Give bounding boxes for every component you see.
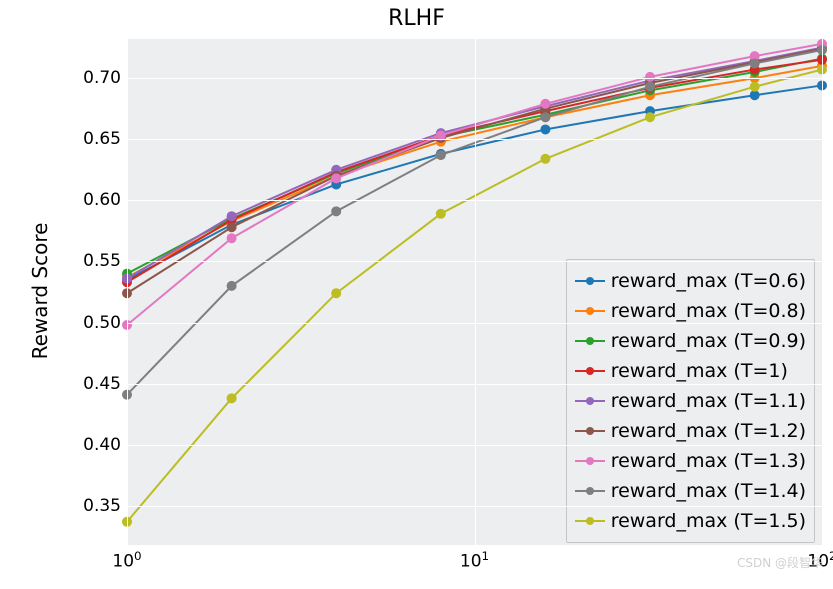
- legend-swatch: [575, 520, 605, 522]
- legend-label: reward_max (T=1.2): [611, 420, 806, 442]
- chart-title: RLHF: [0, 6, 833, 31]
- plot-area: reward_max (T=0.6) reward_max (T=0.8) rewa…: [126, 38, 822, 545]
- figure: RLHF Reward Score reward_max (T=0.6)rewa…: [0, 0, 833, 589]
- series-marker: [227, 233, 237, 243]
- xtick-label: 100: [112, 545, 141, 572]
- legend-label: reward_max (T=1): [611, 360, 788, 382]
- xtick-label: 101: [460, 545, 489, 572]
- legend-row: reward_max (T=0.8): [575, 296, 806, 326]
- legend-swatch: [575, 460, 605, 462]
- series-marker: [750, 58, 760, 68]
- series-marker: [540, 154, 550, 164]
- legend-label: reward_max (T=1.4): [611, 480, 806, 502]
- legend-row: reward_max (T=1.4): [575, 476, 806, 506]
- ytick-label: 0.45: [83, 374, 127, 394]
- legend-row: reward_max (T=1.5): [575, 506, 806, 536]
- series-marker: [540, 99, 550, 109]
- ytick-label: 0.55: [83, 251, 127, 271]
- ytick-label: 0.60: [83, 190, 127, 210]
- series-marker: [227, 393, 237, 403]
- legend-row: reward_max (T=1.1): [575, 386, 806, 416]
- series-marker: [436, 150, 446, 160]
- legend-row: reward_max (T=1.3): [575, 446, 806, 476]
- series-marker: [540, 124, 550, 134]
- series-marker: [645, 112, 655, 122]
- legend-swatch: [575, 280, 605, 282]
- legend-swatch: [575, 490, 605, 492]
- series-marker: [750, 90, 760, 100]
- series-marker: [227, 281, 237, 291]
- series-marker: [227, 222, 237, 232]
- series-marker: [750, 82, 760, 92]
- legend-row: reward_max (T=1.2): [575, 416, 806, 446]
- legend-label: reward_max (T=1.1): [611, 390, 806, 412]
- series-marker: [331, 173, 341, 183]
- ytick-label: 0.70: [83, 68, 127, 88]
- legend-label: reward_max (T=1.3): [611, 450, 806, 472]
- watermark: CSDN @段智华: [737, 554, 823, 571]
- ytick-label: 0.65: [83, 129, 127, 149]
- legend-swatch: [575, 310, 605, 312]
- legend: reward_max (T=0.6) reward_max (T=0.8) rewa…: [566, 259, 815, 543]
- grid-line-v: [127, 39, 128, 545]
- grid-line-v: [822, 39, 823, 545]
- series-marker: [331, 288, 341, 298]
- grid-line-v: [475, 39, 476, 545]
- legend-swatch: [575, 340, 605, 342]
- legend-row: reward_max (T=0.6): [575, 266, 806, 296]
- series-marker: [331, 206, 341, 216]
- legend-swatch: [575, 430, 605, 432]
- ytick-label: 0.50: [83, 313, 127, 333]
- series-marker: [645, 72, 655, 82]
- legend-swatch: [575, 400, 605, 402]
- legend-label: reward_max (T=0.8): [611, 300, 806, 322]
- legend-row: reward_max (T=1): [575, 356, 806, 386]
- legend-swatch: [575, 370, 605, 372]
- ytick-label: 0.40: [83, 435, 127, 455]
- y-axis-label: Reward Score: [28, 223, 52, 360]
- series-marker: [540, 112, 550, 122]
- legend-label: reward_max (T=0.6): [611, 270, 806, 292]
- legend-row: reward_max (T=0.9): [575, 326, 806, 356]
- ytick-label: 0.35: [83, 496, 127, 516]
- series-marker: [227, 211, 237, 221]
- series-marker: [645, 82, 655, 92]
- series-marker: [436, 209, 446, 219]
- legend-label: reward_max (T=0.9): [611, 330, 806, 352]
- legend-label: reward_max (T=1.5): [611, 510, 806, 532]
